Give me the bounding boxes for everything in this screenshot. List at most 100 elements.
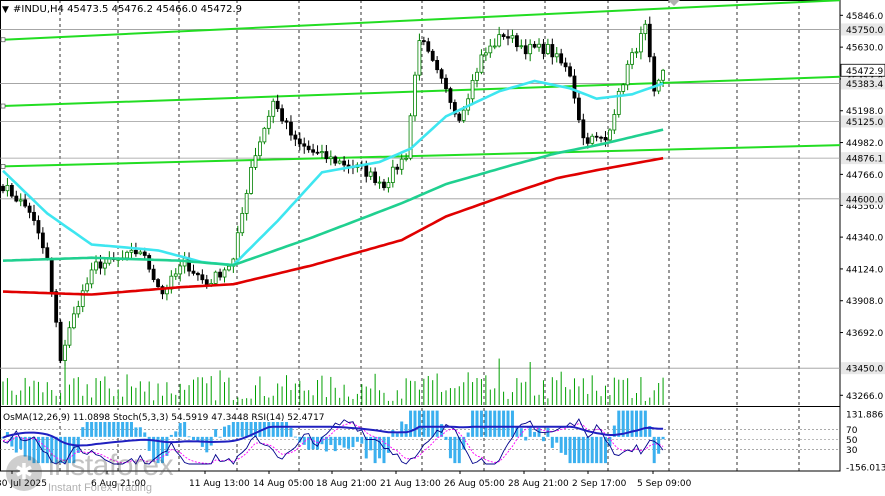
time-tick-label: 14 Aug 05:00 <box>253 479 314 489</box>
candle <box>457 112 462 123</box>
candle <box>625 60 630 91</box>
trend-lines[interactable] <box>0 0 845 169</box>
osma-bar <box>351 436 355 448</box>
osma-bar <box>85 419 89 437</box>
candle <box>71 306 76 330</box>
candle-body <box>49 258 54 293</box>
osma-bar <box>617 410 621 437</box>
candle-body <box>382 181 386 189</box>
candle <box>647 16 652 63</box>
candle <box>133 242 138 257</box>
candle <box>612 109 617 134</box>
osma-bar <box>165 436 169 456</box>
candle-body <box>559 53 564 64</box>
candle-body <box>324 151 329 160</box>
candle <box>275 94 280 112</box>
candle <box>413 71 417 122</box>
osma-bar <box>72 436 76 464</box>
osma-bar <box>169 434 173 437</box>
osma-bar <box>81 427 85 437</box>
osma-bar <box>28 436 32 461</box>
candle <box>58 319 63 364</box>
oscillator-tick-label: 50 <box>846 436 858 446</box>
candle-body <box>501 34 506 38</box>
symbol-menu-arrow[interactable]: ▼ <box>2 5 9 15</box>
candle-body <box>32 211 36 221</box>
candle-body <box>54 291 59 323</box>
candle <box>568 62 572 78</box>
osma-bar <box>595 436 599 464</box>
candle <box>213 270 218 286</box>
price-tick-label: 45198.0 <box>846 107 883 117</box>
candle <box>470 74 475 106</box>
candle <box>129 242 134 260</box>
osma-bar <box>160 436 164 464</box>
osma-bar <box>493 410 497 437</box>
osma-bar <box>435 410 439 437</box>
candle-body <box>616 91 621 115</box>
candle-body <box>80 290 85 307</box>
candle-body <box>18 199 23 202</box>
candle <box>643 20 648 41</box>
candle-body <box>550 44 555 58</box>
plot-frame <box>0 0 841 472</box>
osma-bar <box>426 410 430 437</box>
candle-body <box>244 193 249 214</box>
moving-averages <box>2 79 664 296</box>
candle-body <box>373 171 378 183</box>
level-label: 45125.0 <box>846 118 883 128</box>
osma-bar <box>293 436 297 438</box>
price-tick-label: 43908.0 <box>846 297 883 307</box>
candle-body <box>213 271 218 284</box>
candle <box>572 69 577 104</box>
osma-bar <box>657 436 661 454</box>
candle <box>599 135 603 143</box>
candle-body <box>196 272 200 276</box>
candle-body <box>417 40 422 76</box>
osma-bar <box>240 410 244 437</box>
candle-body <box>399 158 404 170</box>
osma-bar <box>502 410 506 437</box>
osma-bar <box>94 410 98 437</box>
candle-body <box>444 77 448 90</box>
candle-body <box>200 274 205 281</box>
watermark-name: instaforex <box>48 449 174 482</box>
osma-bar <box>471 410 475 437</box>
rsi-line <box>2 425 664 447</box>
candle-body <box>1 185 5 192</box>
scroll-arrow-icon[interactable] <box>668 0 680 6</box>
candle-body <box>293 134 298 140</box>
oscillator-tick-label: 131.886 <box>846 411 883 421</box>
osma-bar <box>555 436 559 443</box>
candle <box>284 118 289 130</box>
candle <box>514 32 519 52</box>
candle <box>483 47 488 62</box>
candle <box>200 269 205 284</box>
candle-body <box>479 54 484 73</box>
candle-body <box>275 100 280 110</box>
candle-body <box>160 286 165 295</box>
level-label-bg <box>841 23 885 36</box>
candle-body <box>497 34 502 47</box>
candle-body <box>581 119 586 139</box>
osma-bar <box>621 410 625 437</box>
candle-body <box>554 53 559 58</box>
osma-bar <box>245 410 249 437</box>
osma-bar <box>564 436 568 455</box>
candle-body <box>280 108 284 122</box>
current-price-bg <box>840 63 885 77</box>
osma-bar <box>231 418 235 437</box>
osma-bar <box>497 410 501 437</box>
osma-bar <box>41 436 45 464</box>
osma-bar <box>98 413 102 437</box>
osma-bar <box>316 436 320 450</box>
osma-bar <box>364 436 368 459</box>
osma-bar <box>391 429 395 437</box>
candle <box>639 26 643 60</box>
osma-bar <box>378 436 382 459</box>
candle-body <box>528 43 533 55</box>
osma-bar <box>355 436 359 442</box>
candle <box>187 252 191 277</box>
